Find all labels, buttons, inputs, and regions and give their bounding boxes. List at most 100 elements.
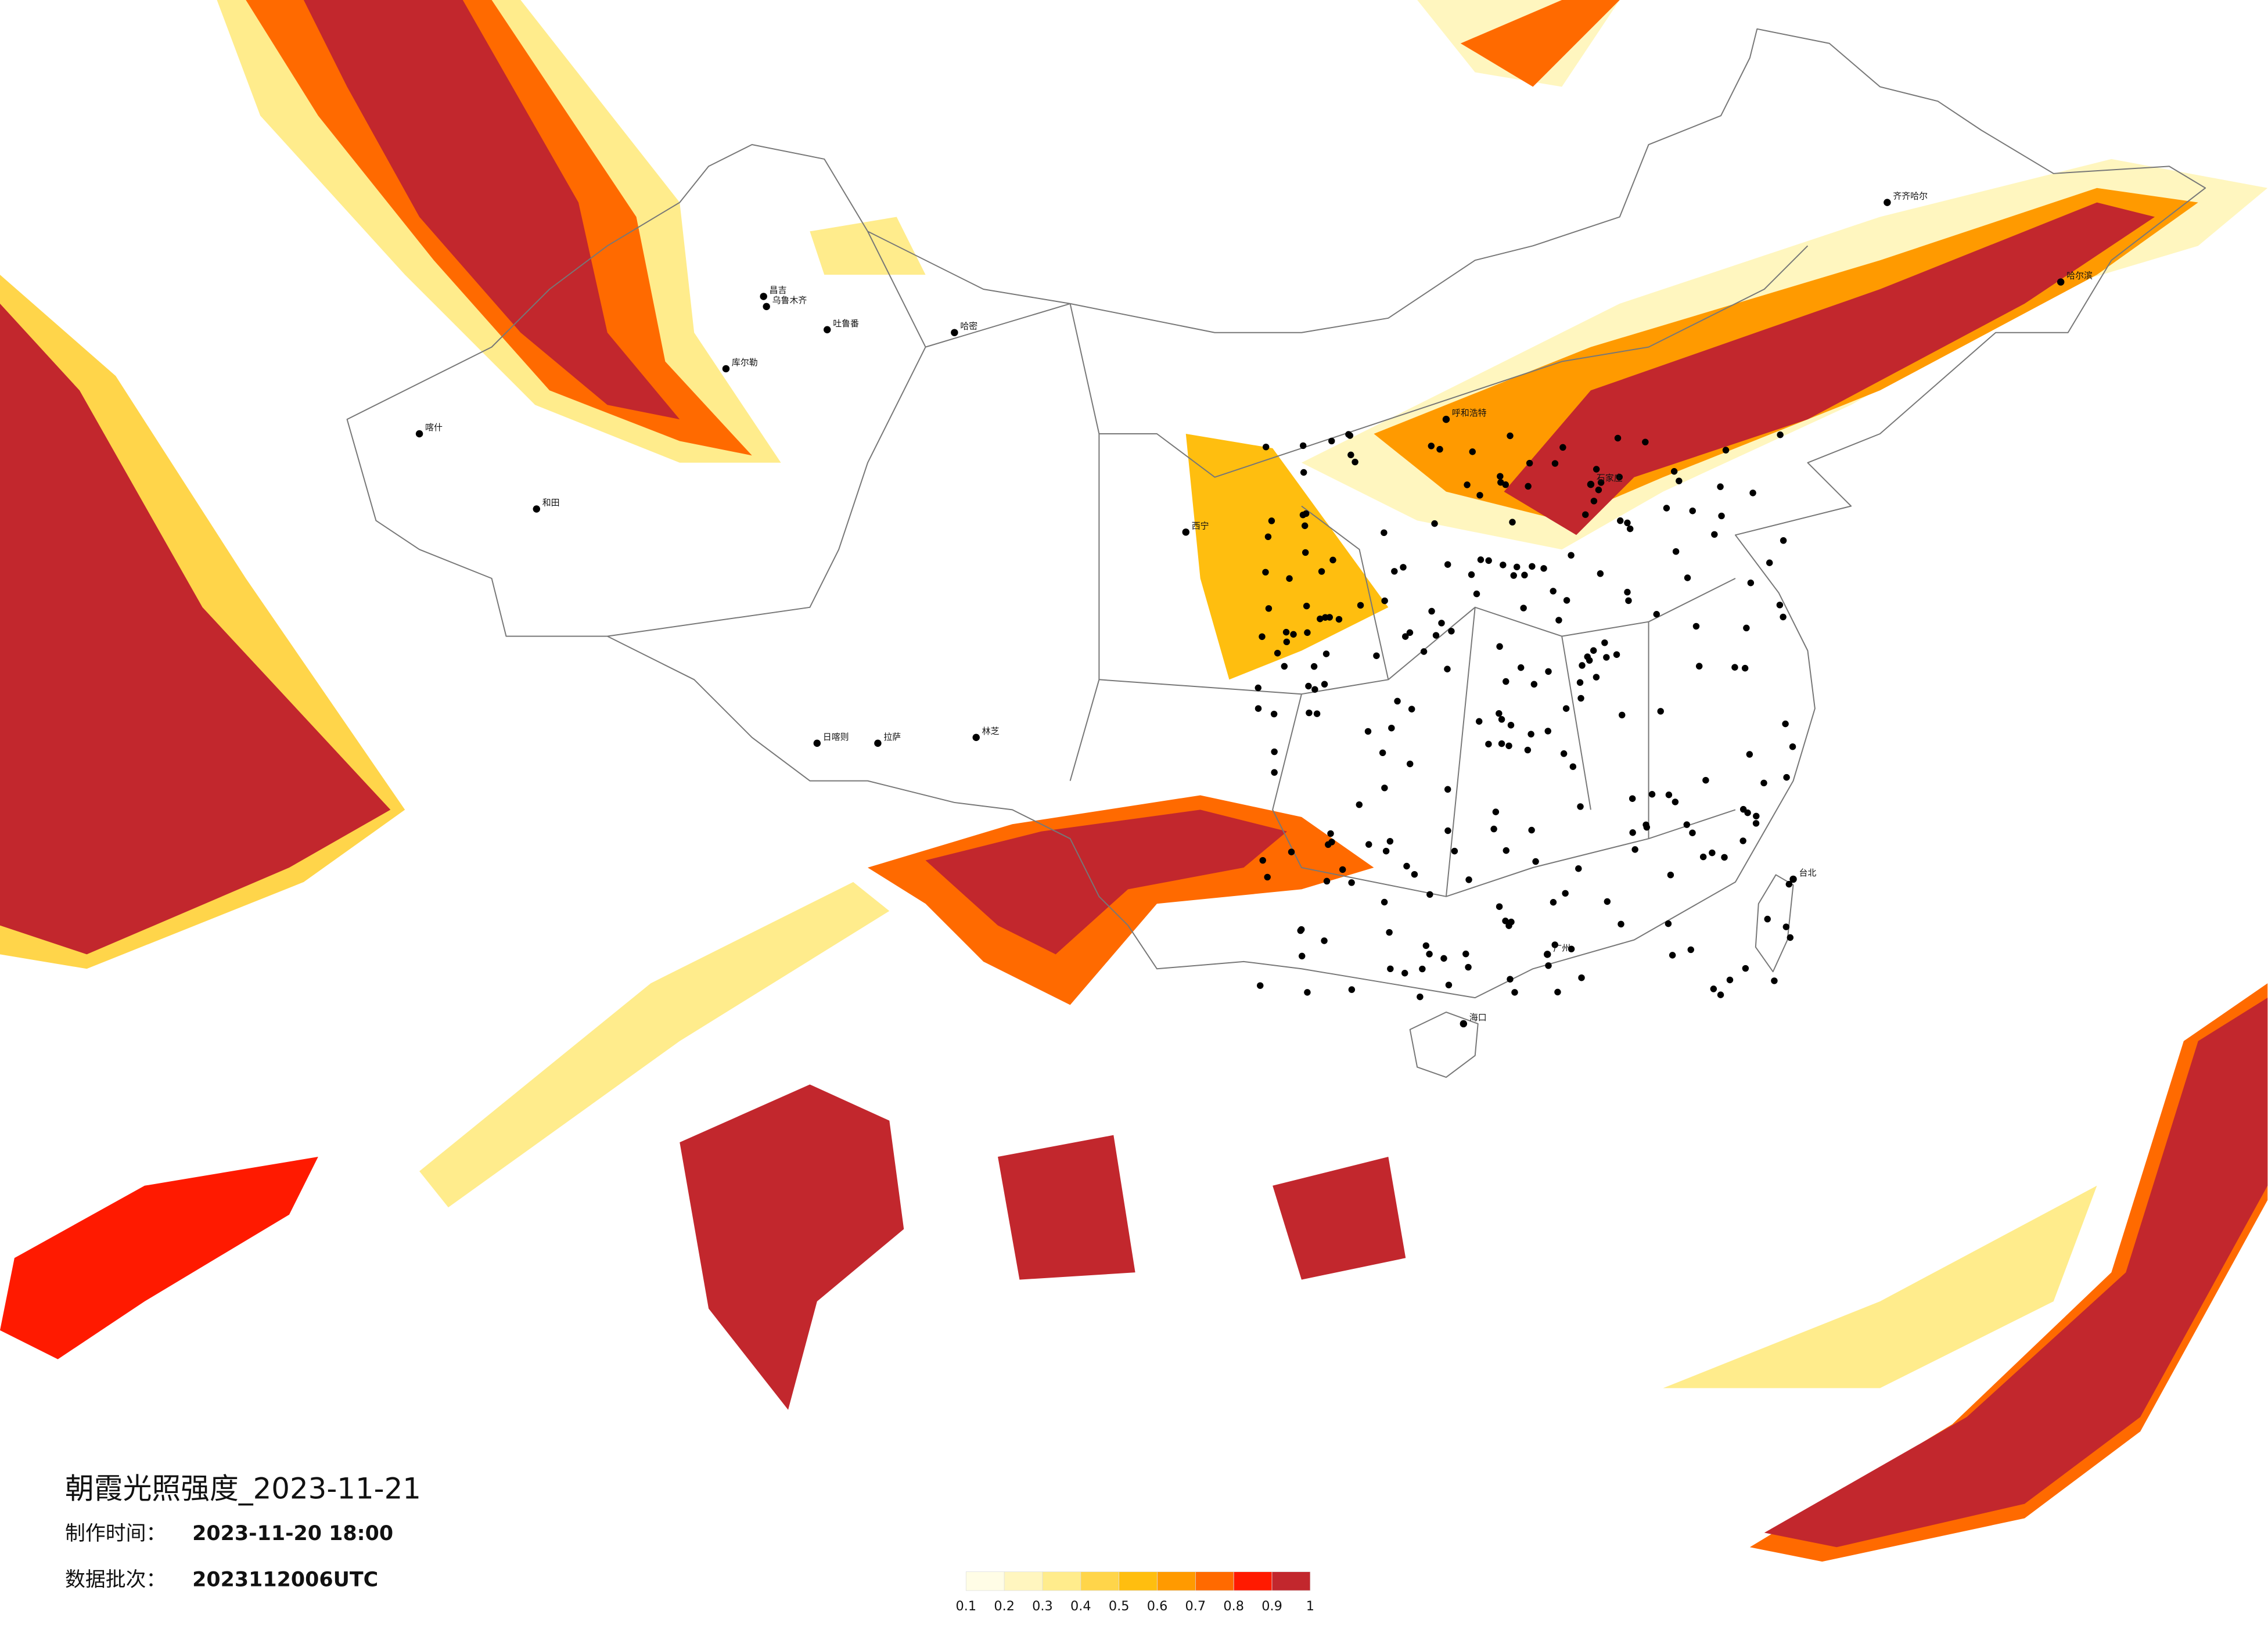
city-dot [1657,708,1664,715]
city-dot [1554,988,1561,996]
city-dot [1365,841,1372,848]
city-dot [1584,653,1591,660]
map-title: 朝霞光照强度_2023-11-21 [65,1472,421,1506]
city-dot [1530,681,1538,688]
city-dot [1259,633,1266,641]
city-dot [1752,820,1760,827]
city-dot [1321,937,1328,944]
taiwan-border [1755,874,1794,973]
city-dot [1711,531,1718,538]
city-dot [1444,827,1451,834]
city-dot [1262,443,1270,451]
city-dot [951,329,958,336]
city-dot [1684,574,1691,581]
city-dot [1527,731,1534,738]
city-dot [1747,579,1755,587]
city-dot [1286,575,1293,582]
city-dot [1626,525,1634,533]
city-dot [1451,847,1458,855]
city-label: 喀什 [425,422,443,433]
city-dot [1521,571,1528,579]
city-dot [415,430,423,438]
city-dot [1559,444,1566,451]
city-dot [1726,976,1734,984]
city-dot [1672,548,1680,555]
city-dot [1618,920,1624,928]
city-dot [1544,728,1551,735]
city-dot [1528,826,1535,834]
city-dot [1335,616,1343,623]
city-dot [972,733,980,742]
city-dot [1444,561,1451,568]
city-dot [813,739,821,747]
city-dot [1262,569,1269,576]
city-dot [1780,613,1787,621]
city-dot [1597,570,1604,577]
city-dot [1299,442,1307,449]
city-dot [1271,748,1278,756]
city-dot [1582,511,1589,518]
city-dot [1497,479,1504,486]
hainan-border [1409,1011,1479,1078]
city-dot [1764,915,1771,923]
intensity-region [1764,998,2268,1548]
legend-swatch [1195,1571,1234,1591]
city-dot [1502,918,1509,924]
legend-tick-label: 0.1 [955,1599,976,1614]
borders [346,28,2206,1078]
city-label: 林芝 [982,726,1000,736]
city-dot [1255,684,1261,692]
city-dot [1739,805,1747,813]
city-dot [1777,431,1784,438]
city-dot [1270,710,1278,718]
intensity-region [925,810,1288,955]
city-dot [1670,468,1678,475]
city-dot [1460,1020,1468,1028]
city-dot [1563,597,1570,604]
city-dot [1264,533,1272,541]
city-dot [1317,615,1324,623]
city-dot [1663,505,1670,512]
city-dot [1298,952,1306,960]
city-dot [1352,458,1358,466]
city-dot [1507,722,1515,729]
city-dot [1438,620,1445,627]
city-dot [1782,720,1789,728]
city-dot [1328,839,1335,846]
city-dot [1741,664,1749,672]
city-dot [1510,572,1517,579]
city-label: 拉萨 [883,732,901,742]
intensity-region [0,1156,318,1359]
intensity-field [0,0,2268,1562]
city-dot [1432,632,1440,639]
city-dot [1297,927,1304,934]
city-dot [1403,862,1410,870]
meta-value: 2023112006UTC [192,1569,378,1592]
city-dot [1743,624,1750,632]
city-dot [1271,769,1278,776]
city-dot [1386,837,1394,845]
city-dot [1448,628,1455,635]
city-dot [1282,628,1290,636]
city-dot [1473,590,1480,598]
city-dot [1469,448,1476,455]
city-dot [1348,879,1355,886]
city-dot [1667,871,1674,879]
city-dot [1568,945,1575,952]
city-dot [1577,695,1584,702]
city-dot [1348,986,1356,993]
city-dot [1771,977,1778,984]
city-dot [1550,899,1557,906]
city-dot [1593,674,1600,681]
city-dot [763,303,770,311]
city-dot [1476,492,1483,499]
legend-swatch [965,1571,1005,1591]
city-dot [1281,663,1288,670]
city-dot [1304,989,1311,996]
city-dot [1587,480,1595,488]
city-dot [1629,795,1636,802]
city-dot [1884,199,1891,206]
city-dot [1739,837,1746,844]
city-dot [1614,434,1622,442]
